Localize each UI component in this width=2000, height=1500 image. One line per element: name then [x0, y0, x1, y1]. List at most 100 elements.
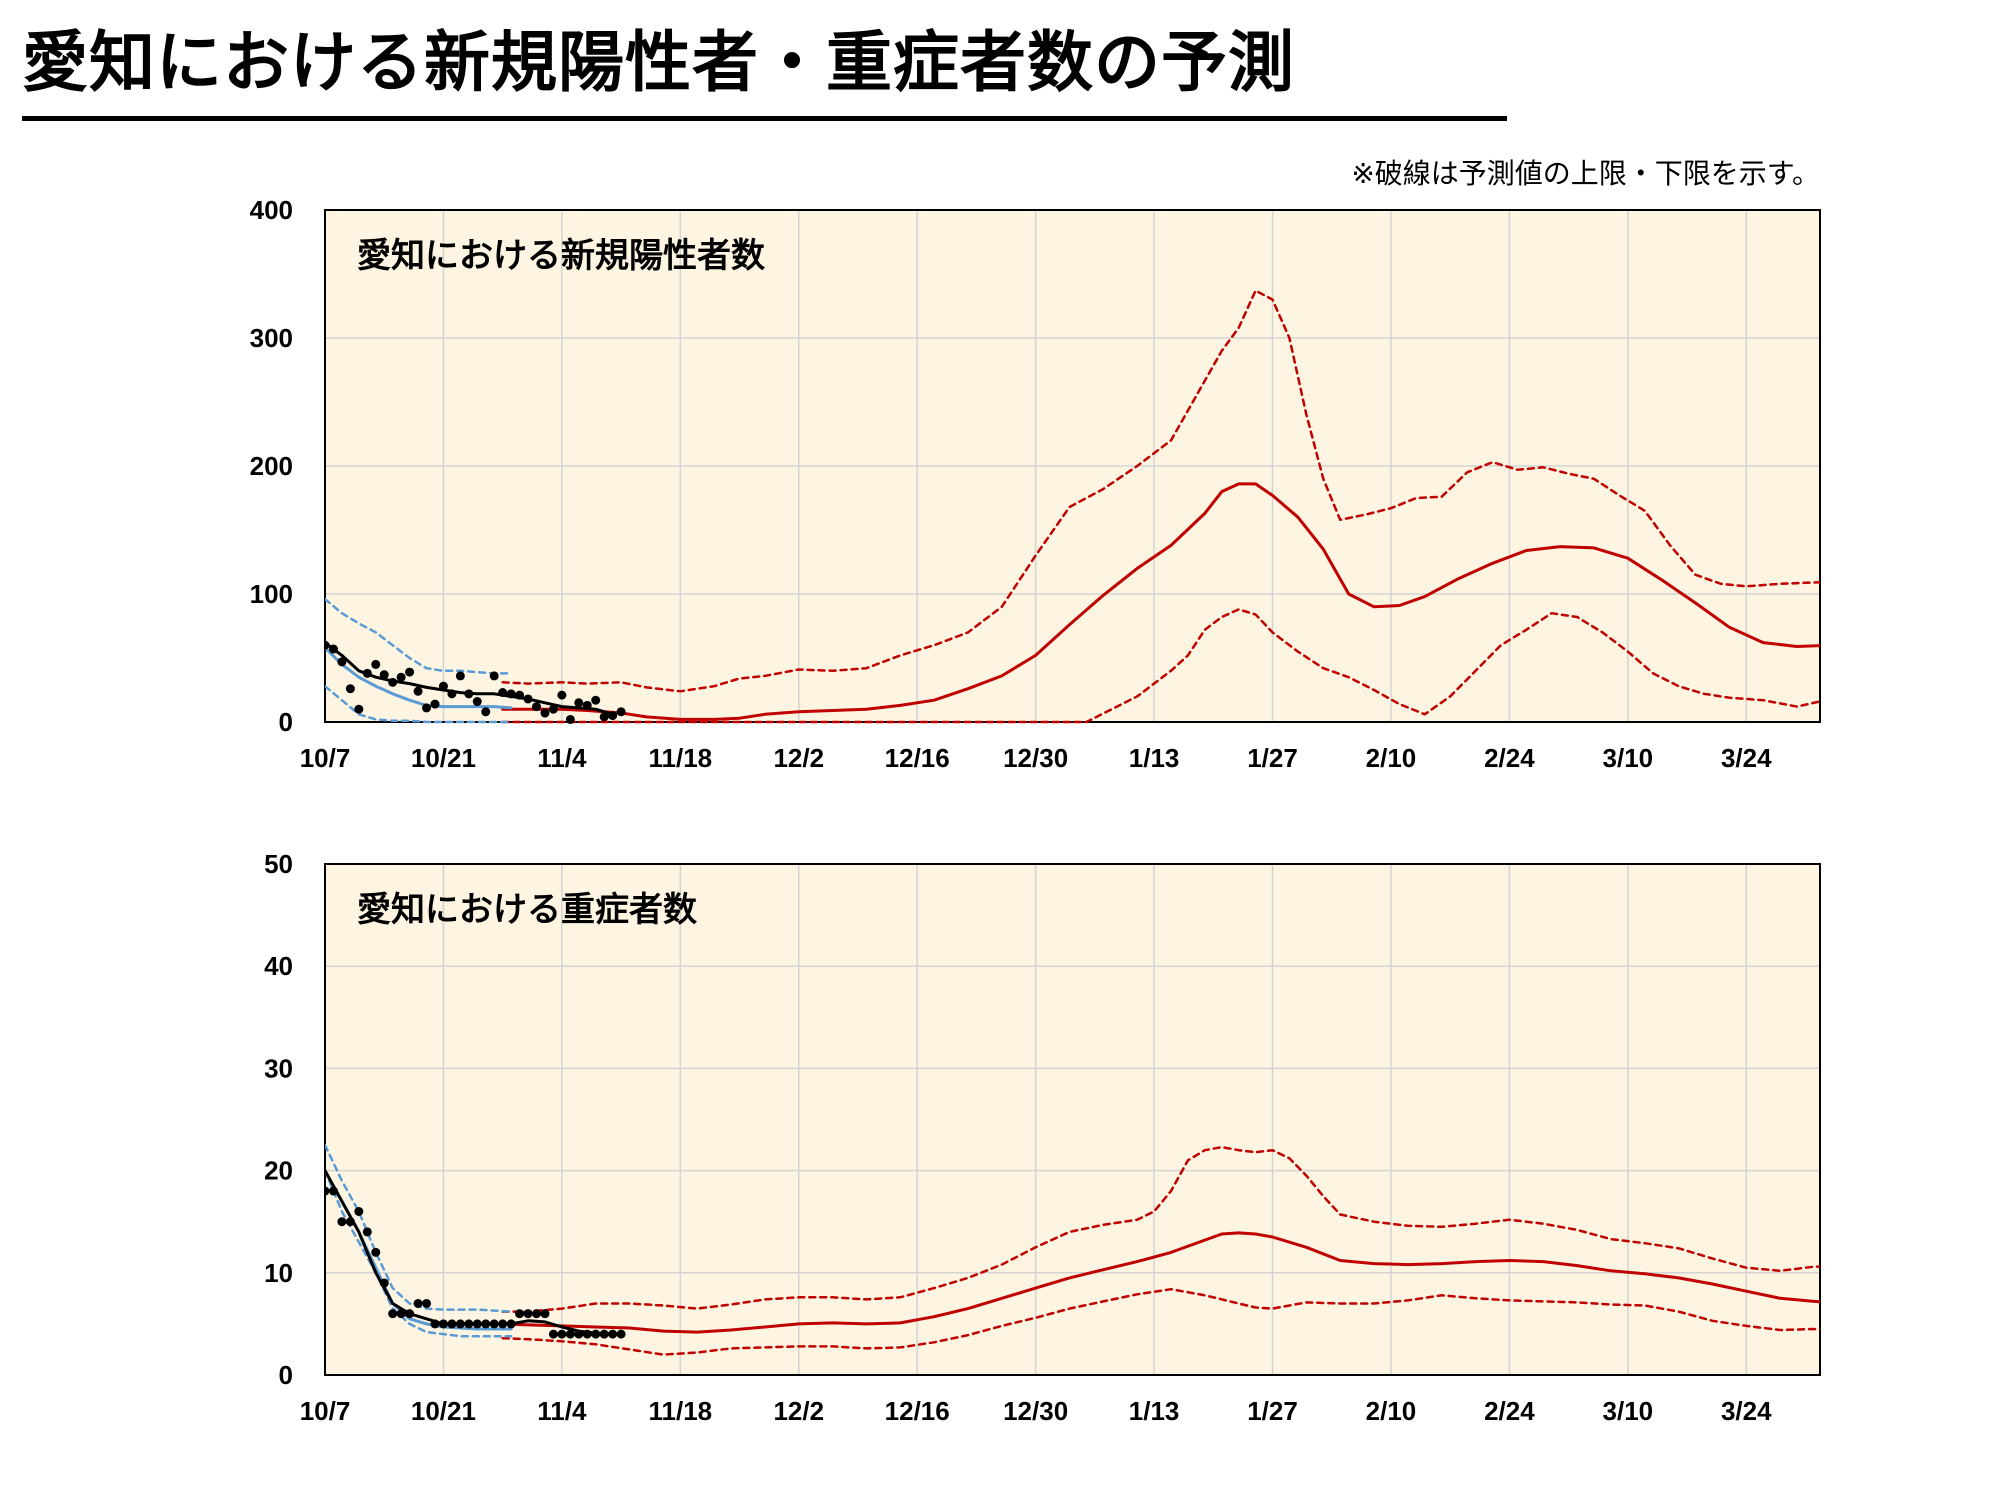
dashed-line-note: ※破線は予測値の上限・下限を示す。 — [1351, 157, 1820, 190]
y-tick-label: 400 — [250, 195, 293, 225]
x-tick-label: 12/2 — [773, 1396, 824, 1426]
observed-point — [608, 711, 618, 721]
observed-point — [489, 1319, 499, 1329]
y-tick-label: 200 — [250, 451, 293, 481]
observed-point — [481, 1319, 491, 1329]
observed-point — [413, 1298, 423, 1308]
title-underline — [22, 116, 1507, 121]
fit-lower-line — [325, 1169, 513, 1338]
observed-point — [565, 714, 575, 724]
observed-point — [396, 672, 406, 682]
y-tick-label: 20 — [264, 1156, 293, 1186]
observed-point — [608, 1329, 618, 1339]
y-tick-label: 10 — [264, 1258, 293, 1288]
observed-point — [506, 1319, 516, 1329]
observed-point — [532, 702, 541, 712]
forecast-central-line — [501, 1231, 1820, 1334]
observed-point — [548, 704, 558, 714]
chart-title: 愛知における新規陽性者数 — [357, 236, 765, 276]
x-tick-label: 11/18 — [648, 1396, 712, 1426]
observed-point — [498, 1319, 508, 1329]
y-tick-label: 40 — [264, 951, 293, 981]
chart-2: 10/7 10/21 11/4 11/18 12/2 12/16 12/30 1/13 1/27… — [264, 849, 1821, 1426]
x-tick-label: 2/10 — [1366, 1396, 1417, 1426]
observed-point — [599, 1329, 609, 1339]
observed-point — [599, 712, 609, 722]
observed-point — [422, 1298, 432, 1308]
observed-point — [447, 1319, 457, 1329]
x-tick-label: 12/2 — [773, 743, 824, 773]
x-tick-label: 2/24 — [1484, 743, 1535, 773]
plot-area — [325, 864, 1820, 1375]
chart-title: 愛知における重症者数 — [357, 890, 697, 930]
observed-point — [362, 668, 372, 678]
observed-point — [438, 681, 448, 691]
y-tick-label: 100 — [250, 579, 293, 609]
observed-point — [345, 1217, 355, 1227]
x-tick-label: 11/18 — [648, 743, 712, 773]
observed-point — [472, 697, 482, 707]
x-tick-label: 12/16 — [885, 1396, 950, 1426]
observed-point — [422, 703, 432, 713]
observed-point — [430, 699, 440, 709]
observed-point — [506, 689, 516, 699]
series-group — [325, 289, 1820, 724]
observed-point — [325, 640, 330, 650]
forecast-lower-line — [501, 608, 1820, 724]
observed-point — [354, 704, 364, 714]
forecast-lower-line — [501, 1287, 1820, 1356]
observed-point — [455, 671, 465, 681]
x-tick-label: 12/16 — [885, 743, 950, 773]
forecast-upper-line — [501, 289, 1820, 693]
observed-point — [362, 1227, 372, 1237]
observed-point — [455, 1319, 465, 1329]
observed-point — [388, 677, 398, 687]
observed-point — [574, 1329, 584, 1339]
x-tick-label: 10/21 — [411, 743, 476, 773]
y-tick-label: 0 — [279, 1360, 293, 1390]
observed-point — [354, 1206, 364, 1216]
x-tick-label: 12/30 — [1003, 1396, 1068, 1426]
plot-border — [324, 863, 1821, 1376]
y-tick-label: 0 — [279, 707, 293, 737]
observed-point — [532, 1309, 541, 1319]
fit-line — [325, 646, 513, 710]
observed-point — [371, 1247, 381, 1257]
observed-point — [616, 707, 626, 717]
observed-point — [472, 1319, 482, 1329]
forecast-central-line — [501, 482, 1820, 721]
y-tick-label: 30 — [264, 1053, 293, 1083]
x-tick-label: 10/7 — [300, 1396, 351, 1426]
observed-point — [345, 684, 355, 694]
observed-point — [574, 698, 584, 708]
observed-point — [371, 659, 381, 669]
observed-point — [515, 690, 525, 700]
x-tick-label: 11/4 — [537, 743, 587, 773]
observed-point — [388, 1309, 398, 1319]
observed-point — [438, 1319, 448, 1329]
chart-1: 10/7 10/21 11/4 11/18 12/2 12/16 12/30 1/13 1/27… — [250, 195, 1821, 773]
x-tick-label: 3/10 — [1603, 743, 1654, 773]
fit-lower-line — [325, 684, 513, 724]
observed-point — [582, 1329, 592, 1339]
forecast-upper-line — [501, 1145, 1820, 1313]
observed-point — [447, 689, 457, 699]
observed-point — [523, 694, 533, 704]
observed-point — [498, 688, 508, 698]
observed-point — [565, 1329, 575, 1339]
observed-point — [548, 1329, 558, 1339]
page-title: 愛知における新規陽性者・重症者数の予測 — [22, 24, 1295, 101]
observed-point — [591, 695, 601, 705]
observed-point — [405, 1309, 415, 1319]
x-tick-label: 1/27 — [1247, 743, 1298, 773]
observed-point — [328, 644, 338, 654]
observed-point — [325, 1186, 330, 1196]
x-tick-label: 11/4 — [537, 1396, 587, 1426]
x-tick-label: 10/21 — [411, 1396, 476, 1426]
observed-point — [523, 1309, 533, 1319]
observed-point — [337, 657, 347, 667]
x-tick-label: 3/24 — [1721, 743, 1772, 773]
plot-border — [324, 209, 1821, 723]
x-tick-label: 3/24 — [1721, 1396, 1772, 1426]
